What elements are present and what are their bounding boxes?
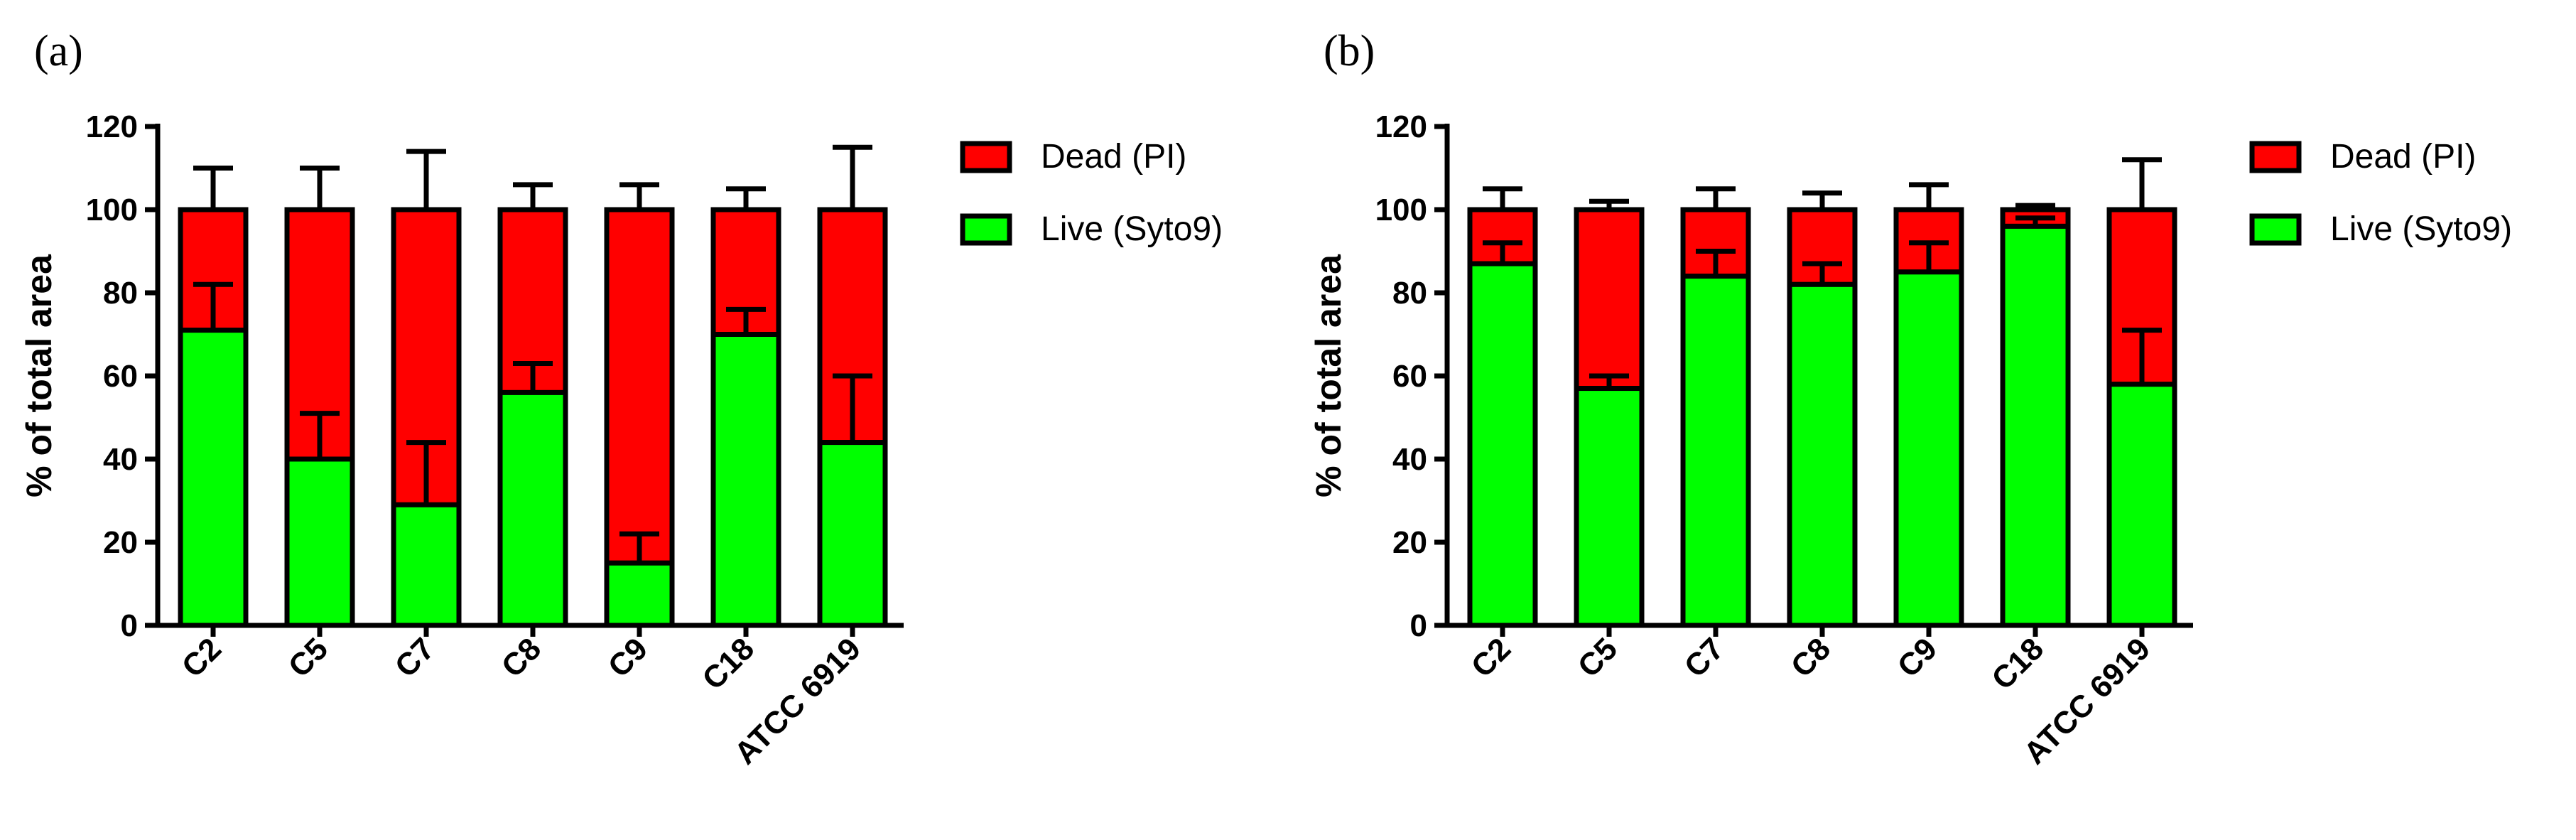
y-tick-label: 100 bbox=[86, 193, 138, 227]
y-tick-label: 80 bbox=[103, 276, 138, 311]
x-tick-label: C8 bbox=[1785, 631, 1837, 684]
y-tick-label: 40 bbox=[103, 442, 138, 477]
y-axis-title: % of total area bbox=[1309, 254, 1348, 497]
bar-dead-c5 bbox=[1574, 207, 1645, 392]
bar-live-c18 bbox=[710, 332, 781, 628]
x-tick-label: C7 bbox=[1678, 631, 1731, 684]
y-tick-label: 20 bbox=[103, 525, 138, 560]
x-tick-label: C9 bbox=[602, 631, 654, 684]
legend-label-dead: Dead (PI) bbox=[1041, 138, 1186, 176]
bar-live-c8 bbox=[497, 389, 568, 628]
bar-live-c9 bbox=[1893, 269, 1964, 628]
x-tick-label: C2 bbox=[175, 631, 228, 684]
y-tick-label: 40 bbox=[1392, 442, 1427, 477]
bar-live-c9 bbox=[604, 560, 675, 628]
bar-live-c8 bbox=[1787, 281, 1858, 628]
legend-label-live: Live (Syto9) bbox=[2330, 210, 2512, 248]
x-tick-label: C9 bbox=[1891, 631, 1944, 684]
bar-live-c7 bbox=[391, 502, 462, 628]
y-tick-label: 120 bbox=[86, 109, 138, 144]
x-tick-label: C8 bbox=[495, 631, 548, 684]
legend-label-live: Live (Syto9) bbox=[1041, 210, 1223, 248]
y-tick-label: 0 bbox=[121, 608, 138, 643]
bar-live-c5 bbox=[284, 456, 355, 628]
legend-swatch-dead bbox=[2249, 141, 2302, 173]
y-axis-title: % of total area bbox=[19, 254, 59, 497]
bar-live-c18 bbox=[2000, 223, 2071, 628]
y-tick-label: 120 bbox=[1375, 109, 1427, 144]
x-tick-label: C5 bbox=[1571, 631, 1624, 684]
y-tick-label: 80 bbox=[1392, 276, 1427, 311]
bar-live-atcc-6919 bbox=[817, 440, 888, 628]
bar-live-atcc-6919 bbox=[2106, 382, 2177, 628]
y-tick-label: 100 bbox=[1375, 193, 1427, 227]
x-tick-label: C7 bbox=[389, 631, 441, 684]
legend-swatch-live bbox=[2249, 213, 2302, 246]
x-tick-label: C2 bbox=[1465, 631, 1517, 684]
bar-dead-c8 bbox=[497, 207, 568, 395]
x-tick-label: C5 bbox=[282, 631, 335, 684]
legend-label-dead: Dead (PI) bbox=[2330, 138, 2476, 176]
x-tick-label: C18 bbox=[696, 631, 761, 696]
y-tick-label: 20 bbox=[1392, 525, 1427, 560]
bar-live-c2 bbox=[1467, 261, 1538, 628]
y-tick-label: 60 bbox=[103, 359, 138, 394]
x-tick-label: C18 bbox=[1985, 631, 2050, 696]
bar-live-c7 bbox=[1680, 274, 1751, 628]
legend-swatch-dead bbox=[960, 141, 1012, 173]
panel-label: (b) bbox=[1324, 27, 1375, 75]
y-tick-label: 60 bbox=[1392, 359, 1427, 394]
bar-dead-c9 bbox=[604, 207, 675, 566]
bar-live-c5 bbox=[1574, 386, 1645, 628]
y-tick-label: 0 bbox=[1410, 608, 1427, 643]
bar-live-c2 bbox=[178, 328, 249, 628]
panel-label: (a) bbox=[34, 27, 83, 75]
legend-swatch-live bbox=[960, 213, 1012, 246]
